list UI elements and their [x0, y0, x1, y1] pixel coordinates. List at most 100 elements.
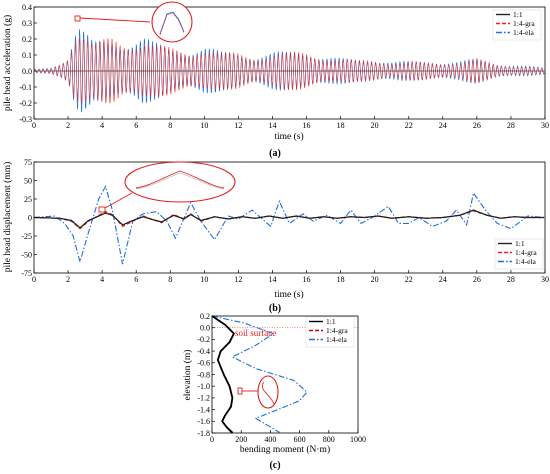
panel-c-ytick-label: -0.4 — [197, 347, 210, 356]
panel-a-ytick-label: 0.4 — [22, 3, 32, 12]
panel-c-legend-entry: 1:1 — [326, 317, 336, 326]
panel-c-ytick-label: -1.8 — [197, 429, 210, 438]
panel-b-ytick-label: -75 — [21, 269, 32, 278]
panel-c-xticks: 0 200 400 600 800 1000 — [210, 430, 366, 444]
panel-b-xtick-label: 0 — [32, 275, 36, 284]
panel-b-xtick-label: 8 — [168, 275, 172, 284]
panel-a-xtick-label: 30 — [541, 121, 549, 130]
panel-a-xtick-label: 24 — [439, 121, 447, 130]
panel-c: 0 200 400 600 800 1000 0.2 0.0 -0.2 -0.4 -0.6 -0.8… — [182, 312, 366, 471]
panel-a-ylabel: pile head acceleration (g) — [2, 15, 13, 111]
panel-a-xtick-label: 18 — [337, 121, 345, 130]
panel-a-xtick-label: 8 — [168, 121, 172, 130]
panel-b-xtick-label: 4 — [100, 275, 104, 284]
panel-c-ytick-label: -0.2 — [197, 335, 210, 344]
panel-b-xtick-label: 14 — [268, 275, 276, 284]
panel-a-ytick-label: 0.3 — [22, 19, 32, 28]
panel-a-xticks: 0 2 4 6 8 10 12 14 16 18 20 22 24 26 28 30 — [32, 116, 549, 130]
panel-a-legend-entry: 1:4-gra — [513, 19, 535, 28]
panel-a-label: (a) — [269, 148, 281, 159]
panel-b-xtick-label: 6 — [134, 275, 138, 284]
panel-b-series-1:4-ela — [33, 184, 545, 265]
panel-c-ytick-label: -1.2 — [197, 394, 210, 403]
panel-b-xtick-label: 18 — [337, 275, 345, 284]
panel-a-xtick-label: 20 — [371, 121, 379, 130]
panel-a-ytick-label: -0.2 — [19, 99, 32, 108]
panel-b-xtick-label: 10 — [200, 275, 208, 284]
panel-a-zoom-inset — [74, 1, 193, 43]
panel-c-ytick-label: -1.0 — [197, 382, 210, 391]
panel-a: 0 2 4 6 8 10 12 14 16 18 20 22 24 26 28 30 -0.3-0.2-0.1… — [2, 1, 549, 159]
panel-a-xtick-label: 16 — [303, 121, 311, 130]
panel-a-series — [33, 29, 546, 113]
panel-a-xtick-label: 10 — [200, 121, 208, 130]
panel-b-zoom-curve-2 — [135, 172, 225, 190]
panel-b-xtick-label: 22 — [405, 275, 413, 284]
panel-b-ytick-label: -25 — [21, 232, 32, 241]
panel-b-yticks: -75 -50 -25 0 25 50 75 — [21, 158, 37, 278]
panel-a-ytick-label: -0.1 — [19, 83, 32, 92]
panel-b-ytick-label: 75 — [24, 158, 32, 167]
panel-c-annotation: soil surface — [235, 328, 276, 338]
panel-b-zoom-ellipse — [124, 161, 236, 203]
panel-c-xlabel: bending moment (N·m) — [240, 444, 330, 455]
panel-c-ytick-label: -1.6 — [197, 417, 210, 426]
panel-b-legend-entry: 1:1 — [515, 239, 525, 248]
panel-c-ytick-label: 0.2 — [200, 312, 210, 321]
panel-b-series-1:4-gra — [34, 210, 545, 230]
panel-c-label: (c) — [269, 460, 280, 471]
panel-a-legend-entry: 1:4-ela — [513, 28, 534, 37]
panel-a-xtick-label: 22 — [405, 121, 413, 130]
panel-c-ylabel: elevation (m) — [182, 350, 193, 401]
panel-c-zoom-ellipse — [257, 375, 279, 409]
panel-b-label: (b) — [269, 303, 281, 314]
panel-c-xtick-label: 800 — [323, 435, 335, 444]
panel-c-series-1:1 — [211, 315, 235, 434]
panel-c-xtick-label: 0 — [210, 435, 214, 444]
panel-c-xtick-label: 600 — [294, 435, 306, 444]
panel-b-ylabel: pile head displacement (mm) — [2, 162, 13, 273]
panel-b-ytick-label: 25 — [24, 195, 32, 204]
panel-a-zoom-peak — [159, 11, 185, 35]
panel-c-legend-entry: 1:4-ela — [326, 335, 347, 344]
panel-a-frame — [33, 6, 546, 120]
panel-a-zoom-pointer — [79, 17, 151, 23]
panel-c-series — [211, 315, 308, 434]
panel-a-zoom-circle — [151, 1, 193, 43]
panel-b-legend-entry: 1:4-gra — [515, 248, 537, 257]
panel-a-zoom-marker — [74, 15, 81, 22]
panel-c-yticks: 0.2 0.0 -0.2 -0.4 -0.6 -0.8 -1.0 -1.2 -1.4 -1.6 -1… — [197, 312, 215, 438]
panel-b-xticks: 0 2 4 6 8 10 12 14 16 18 20 22 24 26 28 30 — [32, 270, 549, 284]
panel-a-ytick-label: -0.3 — [19, 115, 32, 124]
panel-b-xtick-label: 20 — [371, 275, 379, 284]
panel-a-xtick-label: 0 — [32, 121, 36, 130]
panel-c-xtick-label: 400 — [264, 435, 276, 444]
panel-b-xlabel: time (s) — [274, 289, 303, 300]
panel-c-zoom-curve — [262, 381, 275, 405]
panel-b-xtick-label: 2 — [66, 275, 70, 284]
panel-c-ytick-label: -0.6 — [197, 359, 210, 368]
panel-a-xlabel: time (s) — [274, 131, 303, 142]
panel-a-xtick-label: 2 — [66, 121, 70, 130]
panel-c-ytick-label: 0.0 — [200, 324, 210, 333]
panel-a-zoom-peak-red — [159, 12, 185, 36]
panel-b-xtick-label: 26 — [473, 275, 481, 284]
panel-b-series-1:1 — [34, 209, 545, 229]
panel-c-xtick-label: 200 — [235, 435, 247, 444]
panel-a-ytick-label: 0.1 — [22, 51, 32, 60]
panel-a-series-1:4-gra — [33, 38, 546, 104]
panel-c-ytick-label: -0.8 — [197, 370, 210, 379]
panel-a-ytick-label: 0.2 — [22, 35, 32, 44]
panel-b-ytick-label: 50 — [24, 176, 32, 185]
panel-b-ytick-label: -50 — [21, 250, 32, 259]
panel-a-yticks: -0.3 -0.2 -0.1 0.0 0.1 0.2 0.3 0.4 — [19, 3, 37, 124]
panel-b-xtick-label: 24 — [439, 275, 447, 284]
panel-a-ytick-label: 0.0 — [22, 67, 32, 76]
panel-b-series — [33, 184, 545, 265]
panel-b-xtick-label: 16 — [303, 275, 311, 284]
panel-a-xtick-label: 28 — [507, 121, 515, 130]
